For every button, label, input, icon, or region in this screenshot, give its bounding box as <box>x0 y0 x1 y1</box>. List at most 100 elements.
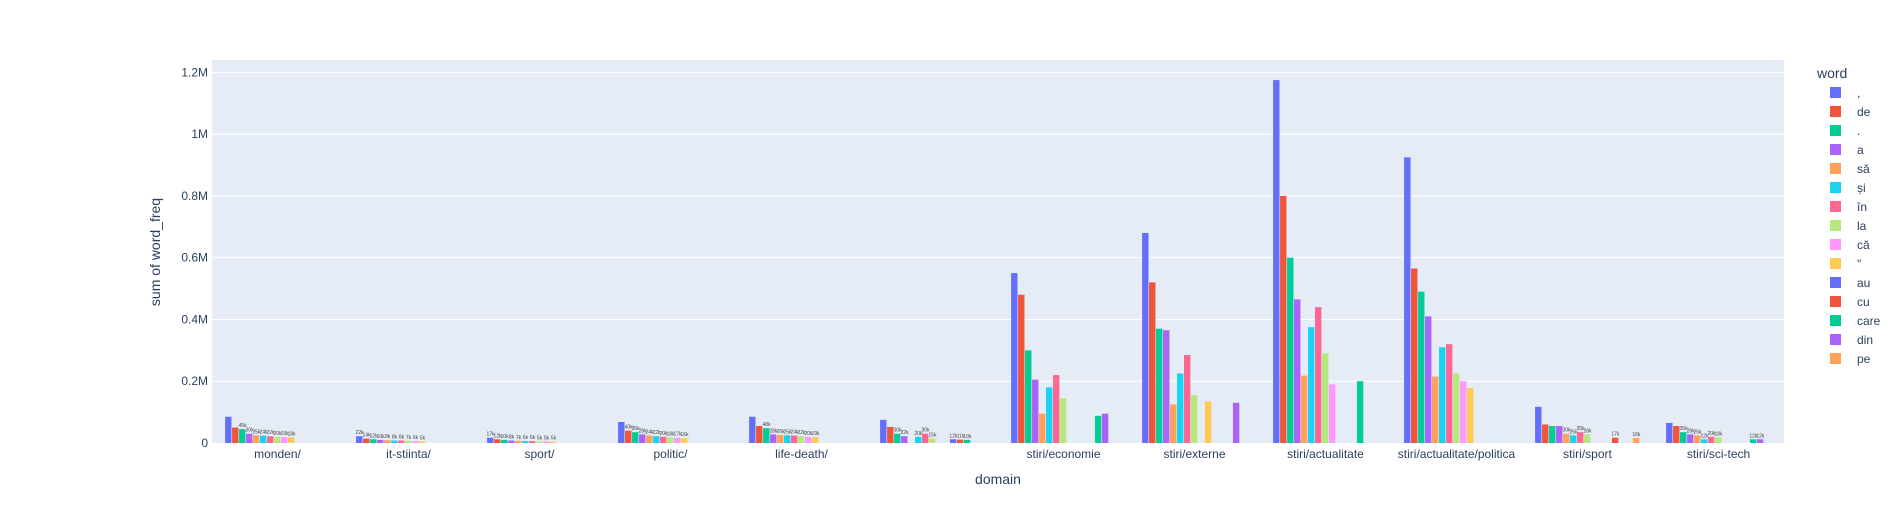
legend-swatch <box>1830 125 1841 136</box>
bar-value-label: 30k <box>921 428 930 434</box>
bar <box>1177 373 1184 443</box>
bar <box>1356 381 1364 443</box>
bar <box>1673 426 1680 443</box>
bar-value-label: 24k <box>790 430 799 436</box>
bar-value-label: 25k <box>783 429 792 435</box>
bar-value-label: 28k <box>639 428 648 434</box>
bar <box>1694 435 1701 443</box>
bar <box>639 434 646 443</box>
bar-value-label: 30k <box>894 428 903 434</box>
bar-value-label: 10k <box>963 434 972 440</box>
bar-value-label: 12k <box>949 433 958 439</box>
bar <box>1018 294 1025 443</box>
bar <box>1715 437 1722 443</box>
bar <box>625 430 632 443</box>
bar <box>811 437 819 443</box>
bar <box>949 439 957 443</box>
bar-value-label: 7k <box>406 435 412 441</box>
y-tick-label: 0.8M <box>181 189 208 203</box>
legend-swatch <box>1830 87 1841 98</box>
y-axis-title: sum of word_freq <box>147 198 163 306</box>
bar <box>791 435 798 443</box>
bar <box>887 426 894 443</box>
bar <box>1191 395 1198 443</box>
bar <box>777 434 784 443</box>
bar <box>260 435 267 443</box>
bar-value-label: 6k <box>530 435 536 441</box>
bar <box>501 439 508 443</box>
bar <box>398 440 405 443</box>
bar <box>784 435 791 443</box>
legend-label: la <box>1857 219 1867 233</box>
legend-label: . <box>1857 124 1860 138</box>
bar <box>1453 373 1460 443</box>
legend-label: de <box>1857 105 1871 119</box>
legend-label: " <box>1857 257 1861 271</box>
bar-value-label: 12k <box>1756 433 1765 439</box>
bar-value-label: 17k <box>1611 432 1620 438</box>
x-tick-label: stiri/sci-tech <box>1687 447 1750 461</box>
bar <box>667 437 674 443</box>
bar <box>1294 299 1301 443</box>
bar <box>1308 327 1315 443</box>
bar <box>763 428 770 443</box>
bar <box>494 439 501 443</box>
bar-value-label: 28k <box>1583 428 1592 434</box>
bar-value-label: 16k <box>1632 432 1641 438</box>
bar <box>253 435 260 443</box>
legend-label: care <box>1857 314 1881 328</box>
bar <box>1411 268 1418 443</box>
bar <box>756 426 763 443</box>
bar <box>660 436 667 443</box>
bar <box>411 441 419 443</box>
bar <box>508 440 515 443</box>
bar-value-label: 30k <box>1563 428 1572 434</box>
legend-swatch <box>1830 334 1841 345</box>
bar <box>287 437 295 443</box>
legend-swatch <box>1830 163 1841 174</box>
bar-value-label: 17k <box>487 432 496 438</box>
bar-value-label: 20k <box>659 431 668 437</box>
legend-swatch <box>1830 239 1841 250</box>
bar-value-label: 22k <box>652 430 661 436</box>
bar <box>1563 433 1570 443</box>
legend-swatch <box>1830 353 1841 364</box>
bar-value-label: 18k <box>1714 431 1723 437</box>
bar <box>1439 347 1446 443</box>
bar-value-label: 14k <box>363 433 372 439</box>
bar-value-label: 40k <box>625 425 634 431</box>
legend-title: word <box>1816 65 1847 81</box>
bar <box>1432 376 1439 443</box>
bar <box>370 439 377 443</box>
bar-value-label: 5k <box>544 435 550 441</box>
bar <box>1549 426 1556 443</box>
legend-label: au <box>1857 276 1870 290</box>
bar <box>880 419 887 443</box>
bar <box>1301 375 1308 443</box>
bar <box>1535 406 1542 443</box>
legend-swatch <box>1830 296 1841 307</box>
bar-value-label: 25k <box>253 429 262 435</box>
bar-value-label: 17k <box>673 432 682 438</box>
bar <box>515 440 522 443</box>
bar-value-label: 22k <box>356 430 365 436</box>
legend-label: pe <box>1857 352 1871 366</box>
x-tick-label: stiri/economie <box>1026 447 1100 461</box>
bar-value-label: 12k <box>1700 433 1709 439</box>
bar <box>356 436 363 443</box>
bar <box>1273 80 1280 444</box>
bar <box>1577 432 1584 443</box>
bar <box>1446 344 1453 443</box>
bar <box>1039 413 1046 443</box>
bar-value-label: 26k <box>777 429 786 435</box>
bar <box>1156 328 1163 443</box>
y-tick-label: 0.2M <box>181 374 208 388</box>
bar <box>632 432 639 443</box>
x-tick-label: stiri/actualitate/politica <box>1398 447 1516 461</box>
legend-swatch <box>1830 106 1841 117</box>
bar <box>1756 439 1764 443</box>
bar-value-label: 15k <box>928 432 937 438</box>
bar <box>1328 384 1336 443</box>
